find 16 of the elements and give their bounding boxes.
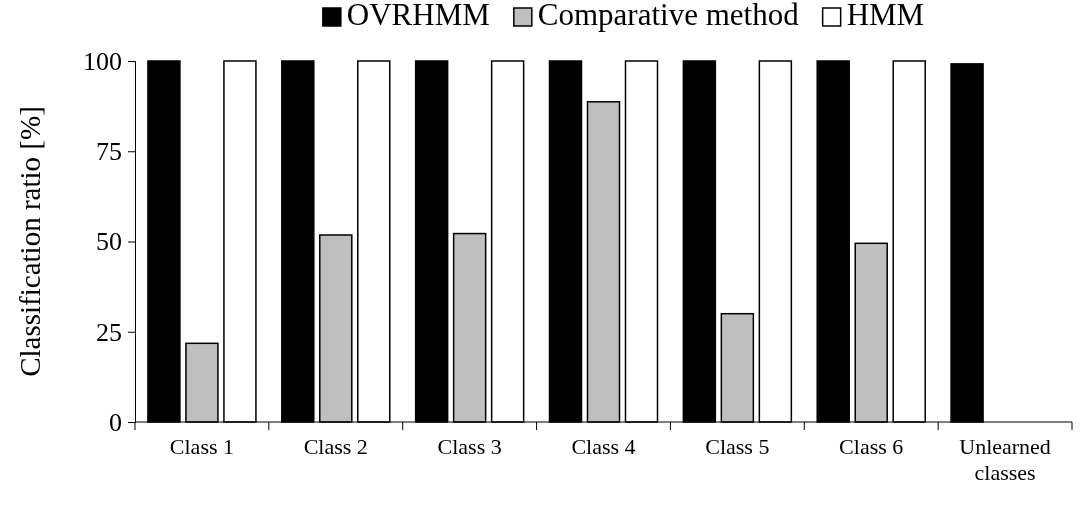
x-tick-label: Unlearned classes bbox=[959, 434, 1051, 485]
y-tick-label: 50 bbox=[96, 227, 122, 257]
x-tick-label: Class 3 bbox=[437, 434, 502, 459]
y-tick-label: 25 bbox=[96, 317, 122, 347]
legend-label: Comparative method bbox=[537, 0, 800, 32]
x-tick-label: Class 2 bbox=[303, 434, 368, 459]
legend-label: HMM bbox=[846, 0, 925, 32]
y-tick-label: 100 bbox=[83, 46, 122, 76]
x-tick-label: Class 5 bbox=[705, 434, 770, 459]
y-tick-label: 75 bbox=[96, 137, 122, 167]
x-tick-label: Class 1 bbox=[169, 434, 235, 459]
y-axis-title: Classification ratio [%] bbox=[14, 106, 46, 377]
x-tick-label: Class 4 bbox=[571, 434, 636, 459]
legend-label: OVRHMM bbox=[346, 0, 490, 32]
x-tick-label: Class 6 bbox=[839, 434, 904, 459]
y-tick-label: 0 bbox=[109, 407, 122, 437]
